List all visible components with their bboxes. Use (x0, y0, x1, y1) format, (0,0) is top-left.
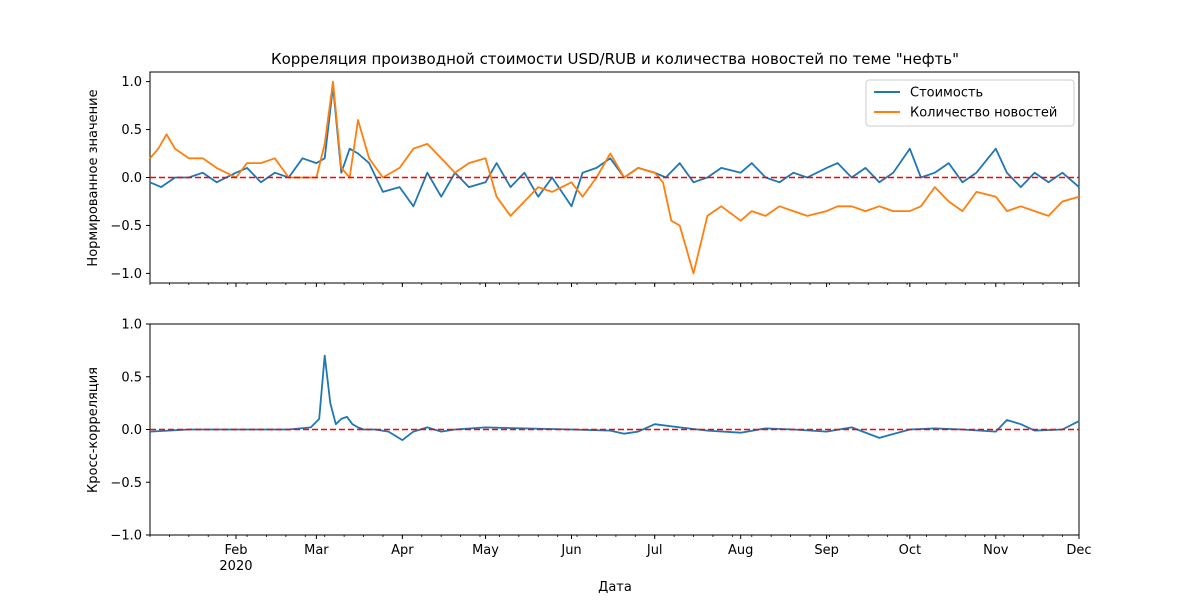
x-tick-label: Dec (1066, 543, 1091, 558)
x-tick-label: Sep (814, 543, 839, 558)
chart-title: Корреляция производной стоимости USD/RUB… (271, 50, 959, 68)
x-tick-sublabel: 2020 (219, 559, 252, 574)
top-y-tick-label: 0.5 (121, 123, 142, 138)
legend-box (865, 79, 1075, 127)
top-y-axis-label: Нормированное значение (86, 89, 101, 266)
top-axes: 1.0 0.5 0.0 −0.5 −1.0 Нормированное значение… (86, 71, 1080, 287)
legend-label-news: Количество новостей (910, 106, 1057, 121)
top-y-tick-label: −0.5 (110, 219, 142, 234)
top-x-ticks (149, 283, 1080, 287)
top-y-tick-label: −1.0 (110, 267, 142, 282)
top-y-tick-label: 1.0 (121, 75, 142, 90)
x-tick-label: Jun (560, 543, 581, 558)
bottom-y-ticks: 1.0 0.5 0.0 −0.5 −1.0 (110, 318, 150, 544)
bottom-y-tick-label: −0.5 (110, 476, 142, 491)
bottom-y-tick-label: 0.0 (121, 423, 142, 438)
top-series-line-0 (149, 85, 1080, 208)
x-axis-label: Дата (598, 580, 632, 595)
bottom-y-axis-label: Кросс-корреляция (86, 367, 101, 493)
legend: Стоимость Количество новостей (865, 79, 1075, 127)
bottom-y-tick-label: 0.5 (121, 370, 142, 385)
x-tick-label: Jul (646, 543, 663, 558)
x-tick-label: Feb (224, 543, 247, 558)
bottom-y-tick-label: 1.0 (121, 318, 142, 333)
x-tick-label: Nov (983, 543, 1009, 558)
top-y-ticks: 1.0 0.5 0.0 −0.5 −1.0 (110, 75, 150, 282)
x-tick-label: May (472, 543, 499, 558)
x-tick-label: Mar (304, 543, 329, 558)
top-y-tick-label: 0.0 (121, 171, 142, 186)
x-tick-label: Oct (899, 543, 921, 558)
bottom-y-tick-label: −1.0 (110, 529, 142, 544)
x-tick-label: Apr (391, 543, 414, 558)
legend-label-price: Стоимость (910, 86, 983, 101)
x-tick-label: Aug (728, 543, 753, 558)
